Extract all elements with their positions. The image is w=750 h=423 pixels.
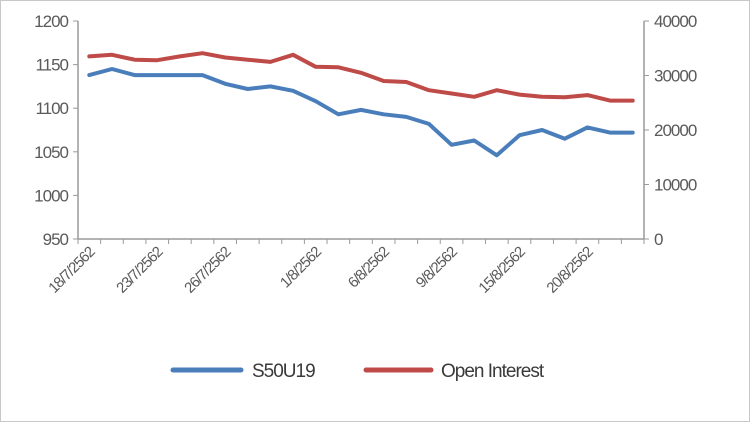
data-point-s50u19: [608, 131, 612, 135]
axes: [73, 20, 649, 244]
right-tick-label: 40000: [654, 12, 697, 31]
data-point-open-interest: [336, 65, 340, 69]
data-point-s50u19: [450, 143, 454, 147]
data-point-open-interest: [608, 99, 612, 103]
right-tick-label: 30000: [654, 67, 697, 86]
legend: S50U19 Open Interest: [170, 361, 546, 382]
data-point-s50u19: [517, 133, 521, 137]
left-tick-label: 1150: [35, 56, 68, 75]
data-point-open-interest: [404, 80, 408, 84]
data-point-open-interest: [246, 58, 250, 62]
x-tick-label: 1/8/2562: [277, 243, 325, 291]
x-tick-label: 6/8/2562: [345, 243, 393, 291]
data-point-open-interest: [178, 54, 182, 58]
data-point-s50u19: [155, 73, 159, 77]
data-point-s50u19: [427, 122, 431, 126]
x-tick-label: 26/7/2562: [181, 243, 234, 296]
data-point-s50u19: [201, 73, 205, 77]
data-point-open-interest: [382, 79, 386, 83]
data-point-s50u19: [178, 73, 182, 77]
legend-label-open-interest: Open Interest: [441, 361, 545, 382]
x-tick-label: 9/8/2562: [413, 243, 461, 291]
data-point-s50u19: [540, 128, 544, 132]
data-point-s50u19: [495, 153, 499, 157]
data-point-open-interest: [223, 56, 227, 60]
data-point-s50u19: [563, 137, 567, 141]
data-point-open-interest: [450, 91, 454, 95]
left-tick-label: 950: [43, 230, 69, 249]
right-tick-label: 20000: [654, 121, 697, 140]
data-point-open-interest: [631, 99, 635, 103]
data-point-open-interest: [133, 58, 137, 62]
data-point-open-interest: [268, 60, 272, 64]
data-point-open-interest: [427, 88, 431, 92]
data-point-s50u19: [314, 99, 318, 103]
data-point-s50u19: [268, 84, 272, 88]
data-point-open-interest: [87, 54, 91, 58]
data-point-s50u19: [223, 82, 227, 86]
data-point-open-interest: [155, 58, 159, 62]
data-point-open-interest: [110, 53, 114, 57]
data-point-s50u19: [359, 108, 363, 112]
data-point-open-interest: [291, 53, 295, 57]
data-point-s50u19: [133, 73, 137, 77]
data-point-open-interest: [563, 95, 567, 99]
right-tick-label: 10000: [654, 176, 697, 195]
left-tick-label: 1050: [34, 143, 68, 162]
tick-labels: 950 1000 1050 1100 1150 1200 0 10000 20000 30000 4…: [34, 12, 698, 297]
data-point-open-interest: [540, 95, 544, 99]
left-tick-label: 1100: [35, 99, 68, 118]
data-point-open-interest: [495, 88, 499, 92]
x-tick-label: 15/8/2562: [475, 243, 528, 296]
x-tick-label: 20/8/2562: [543, 243, 596, 296]
data-point-s50u19: [336, 112, 340, 116]
x-tick-label: 23/7/2562: [113, 243, 166, 296]
data-point-s50u19: [404, 115, 408, 119]
left-tick-label: 1200: [34, 12, 68, 31]
data-point-s50u19: [246, 87, 250, 91]
data-point-s50u19: [110, 67, 114, 71]
series-line-s50u19: [87, 67, 635, 158]
data-point-s50u19: [291, 89, 295, 93]
series-lines: [87, 51, 635, 158]
data-point-s50u19: [382, 112, 386, 116]
legend-label-s50u19: S50U19: [252, 361, 315, 382]
data-point-open-interest: [585, 93, 589, 97]
left-tick-label: 1000: [34, 186, 68, 205]
data-point-s50u19: [472, 138, 476, 142]
data-point-s50u19: [87, 73, 91, 77]
data-point-open-interest: [201, 51, 205, 55]
x-tick-label: 18/7/2562: [45, 243, 98, 296]
data-point-s50u19: [585, 125, 589, 129]
data-point-open-interest: [472, 95, 476, 99]
data-point-open-interest: [359, 71, 363, 75]
right-tick-label: 0: [654, 230, 663, 249]
data-point-open-interest: [314, 65, 318, 69]
data-point-s50u19: [631, 131, 635, 135]
data-point-open-interest: [517, 93, 521, 97]
